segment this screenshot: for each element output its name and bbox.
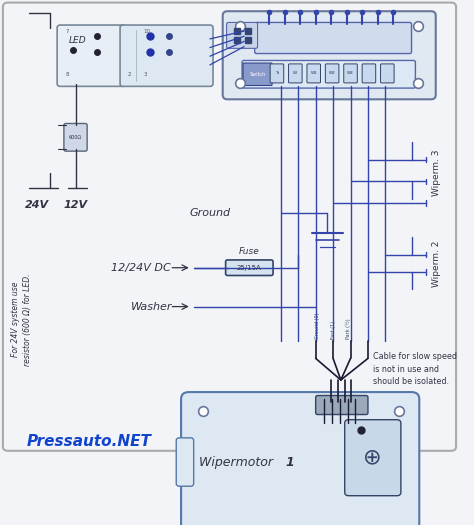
- FancyBboxPatch shape: [316, 395, 368, 415]
- FancyBboxPatch shape: [120, 25, 213, 86]
- Text: Cable for slow speed
is not in use and
should be isolated.: Cable for slow speed is not in use and s…: [373, 352, 457, 386]
- Text: 600Ω: 600Ω: [69, 135, 82, 140]
- Text: Wipermotor: Wipermotor: [199, 456, 277, 468]
- Text: 3: 3: [143, 72, 147, 77]
- Text: ⊕: ⊕: [364, 448, 382, 468]
- Text: Ground: Ground: [190, 208, 231, 218]
- FancyBboxPatch shape: [176, 438, 194, 486]
- FancyBboxPatch shape: [226, 260, 273, 276]
- Text: Park (½): Park (½): [346, 318, 351, 339]
- Text: 12V: 12V: [64, 201, 88, 211]
- Text: 2: 2: [128, 72, 131, 77]
- Text: To: To: [275, 71, 279, 76]
- FancyBboxPatch shape: [362, 64, 376, 83]
- Text: W3: W3: [347, 71, 354, 76]
- FancyBboxPatch shape: [223, 11, 436, 99]
- FancyBboxPatch shape: [243, 63, 272, 86]
- Text: Washer: Washer: [131, 301, 172, 311]
- FancyBboxPatch shape: [242, 60, 415, 88]
- Text: 25/15A: 25/15A: [237, 265, 261, 271]
- Text: Wiperm. 2: Wiperm. 2: [432, 240, 441, 287]
- FancyBboxPatch shape: [181, 392, 419, 525]
- Text: 24V: 24V: [25, 201, 49, 211]
- Text: Fast (1): Fast (1): [330, 320, 336, 339]
- FancyBboxPatch shape: [289, 64, 302, 83]
- FancyBboxPatch shape: [345, 419, 401, 496]
- Text: W2: W2: [329, 71, 336, 76]
- Text: 8: 8: [66, 72, 69, 77]
- FancyBboxPatch shape: [325, 64, 339, 83]
- FancyBboxPatch shape: [255, 23, 411, 54]
- Text: W: W: [293, 71, 297, 76]
- Text: Ground (0): Ground (0): [315, 312, 320, 339]
- FancyBboxPatch shape: [344, 64, 357, 83]
- Text: 7: 7: [66, 29, 69, 34]
- FancyBboxPatch shape: [57, 25, 126, 86]
- FancyBboxPatch shape: [227, 23, 257, 48]
- Text: Wiperm. 3: Wiperm. 3: [432, 150, 441, 196]
- Text: 10: 10: [143, 29, 150, 34]
- Text: 12/24V DC: 12/24V DC: [111, 262, 171, 272]
- FancyBboxPatch shape: [64, 123, 87, 151]
- FancyBboxPatch shape: [3, 3, 456, 451]
- FancyBboxPatch shape: [381, 64, 394, 83]
- Text: W1: W1: [310, 71, 317, 76]
- Text: Pressauto.NET: Pressauto.NET: [27, 434, 152, 448]
- Text: 1: 1: [286, 456, 294, 468]
- FancyBboxPatch shape: [307, 64, 320, 83]
- Text: Fuse: Fuse: [238, 247, 259, 257]
- Text: Switch: Switch: [249, 72, 266, 77]
- Text: LED: LED: [69, 36, 86, 45]
- FancyBboxPatch shape: [270, 64, 284, 83]
- Text: For 24V system use
resistor (600 Ω) for LED.: For 24V system use resistor (600 Ω) for …: [11, 274, 32, 366]
